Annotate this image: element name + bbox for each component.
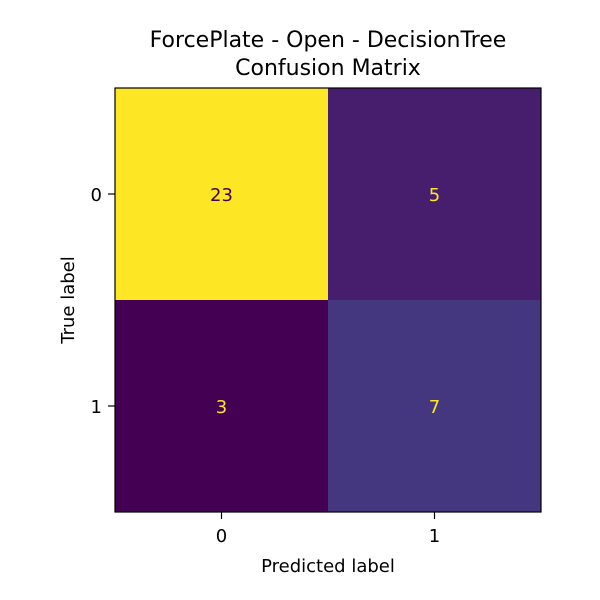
heatmap-cell-value: 23: [210, 185, 233, 206]
y-tick-label: 1: [91, 397, 102, 418]
heatmap-cell-value: 7: [429, 397, 440, 418]
heatmap-cell: [115, 88, 329, 301]
plot-frame: [114, 87, 542, 513]
chart-title-line-2: Confusion Matrix: [235, 56, 421, 81]
heatmap-cell: [328, 300, 542, 513]
x-axis-label: Predicted label: [261, 556, 395, 577]
y-axis-ticks: 01: [91, 185, 115, 418]
chart-title-line-1: ForcePlate - Open - DecisionTree: [150, 28, 507, 53]
x-tick-label: 1: [429, 526, 440, 547]
heatmap-cell-labels: 23 5 3 7: [210, 185, 440, 418]
heatmap-cell-value: 5: [429, 185, 440, 206]
heatmap-cell: [115, 300, 329, 513]
y-axis-label: True label: [58, 256, 79, 345]
heatmap-cells: [115, 88, 542, 513]
heatmap-cell-value: 3: [216, 397, 227, 418]
x-tick-label: 0: [216, 526, 227, 547]
heatmap-cell: [328, 88, 542, 301]
y-tick-label: 0: [91, 185, 102, 206]
